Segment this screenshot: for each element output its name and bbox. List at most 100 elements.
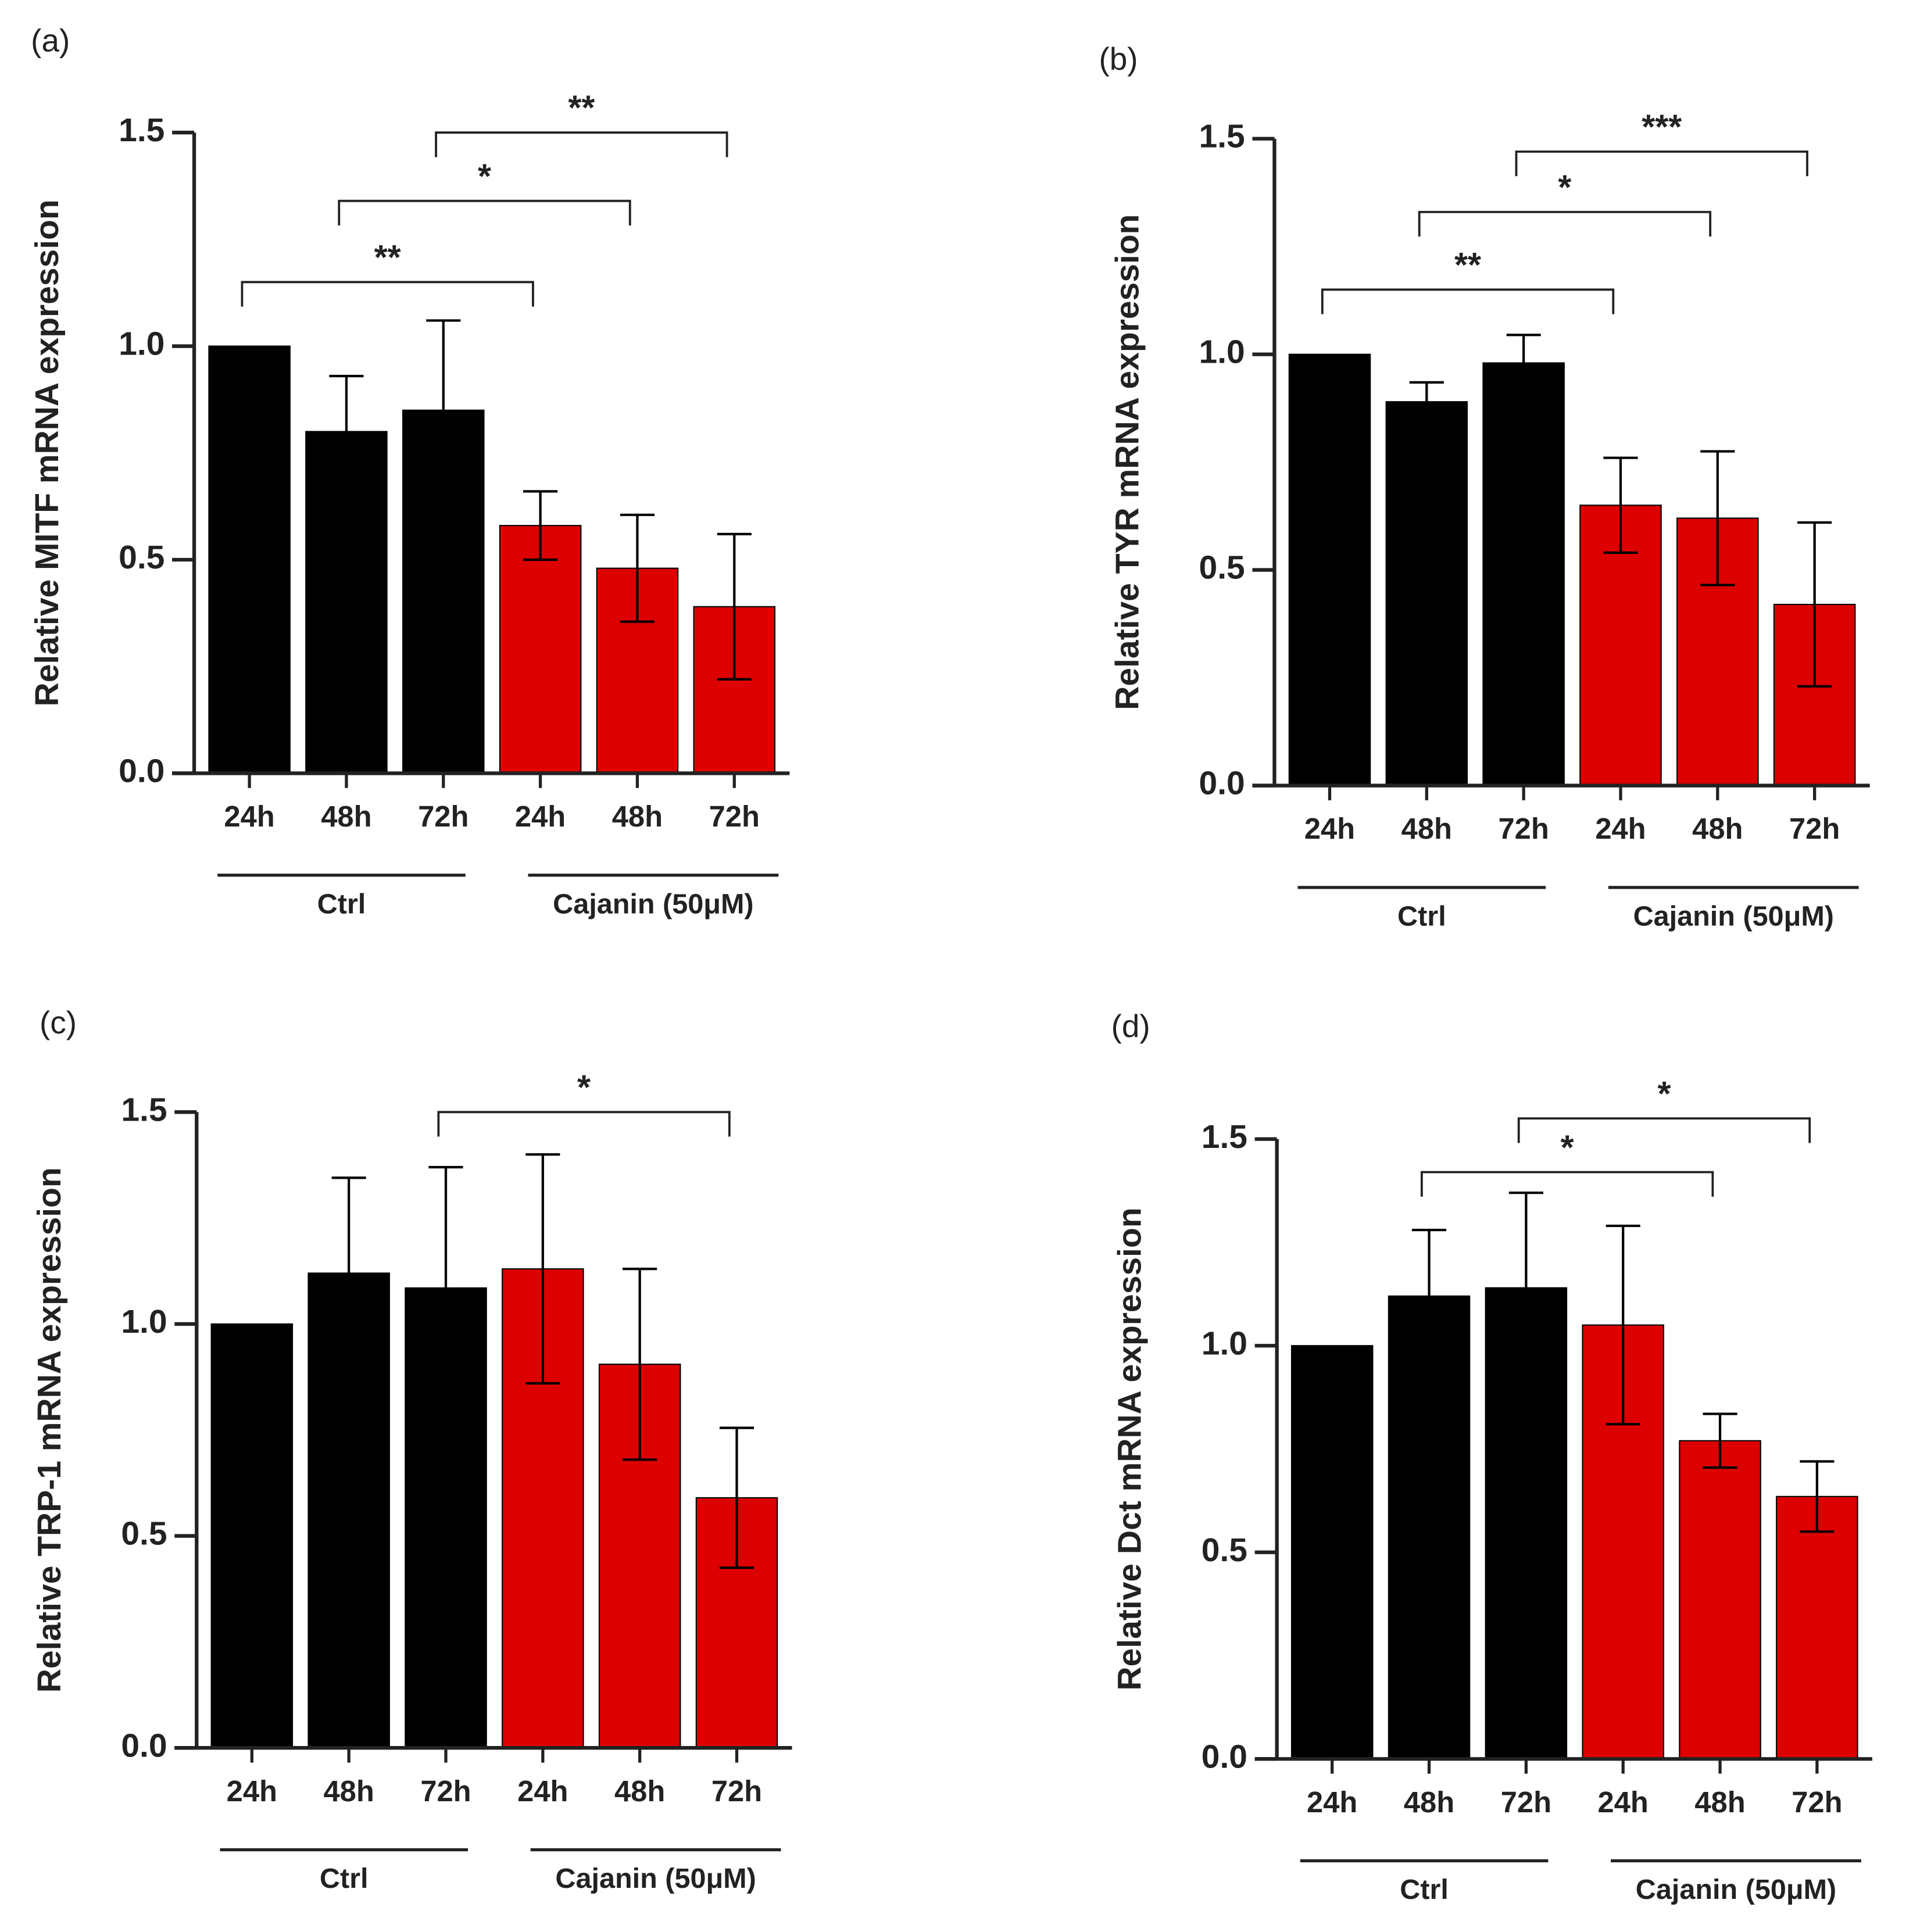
significance-label: ** (1454, 245, 1481, 284)
y-tick-label: 1.5 (121, 1091, 167, 1128)
x-tick-label: 48h (612, 800, 663, 833)
error-bar (1700, 450, 1735, 586)
x-tick-label: 48h (323, 1774, 374, 1808)
x-tick-label: 72h (709, 800, 760, 833)
y-tick-label: 1.0 (1199, 334, 1245, 371)
error-bar (1506, 334, 1541, 392)
error-bar (428, 1166, 463, 1410)
error-bar (329, 374, 364, 489)
error-bar (1409, 381, 1444, 423)
y-tick-label: 0.0 (121, 1727, 167, 1764)
x-tick-label: 48h (1404, 1786, 1454, 1819)
significance-label: * (478, 156, 491, 195)
x-tick-label: 48h (614, 1774, 665, 1808)
significance-label: * (1558, 167, 1571, 206)
x-tick-label: 24h (1598, 1786, 1649, 1819)
error-bar (623, 1268, 657, 1461)
bar (1482, 362, 1565, 786)
significance-bracket (1515, 150, 1808, 177)
group-label: Ctrl (317, 888, 366, 920)
x-tick-label: 48h (1692, 812, 1743, 845)
y-tick-label: 0.0 (1199, 765, 1245, 802)
y-tick-label: 1.0 (1202, 1325, 1247, 1362)
y-tick-label: 1.0 (119, 325, 165, 363)
bar (1776, 1495, 1858, 1760)
group-label: Ctrl (1397, 900, 1446, 932)
y-axis-label: Relative TRP-1 mRNA expression (31, 1167, 68, 1693)
x-tick-label: 24h (1595, 812, 1646, 845)
group-label: Cajanin (50μM) (555, 1863, 756, 1894)
significance-label: * (577, 1068, 591, 1107)
x-tick-label: 24h (1307, 1786, 1357, 1819)
x-tick-label: 72h (1501, 1786, 1551, 1819)
bar (210, 1323, 294, 1749)
y-axis-label: Relative Dct mRNA expression (1111, 1207, 1149, 1690)
x-tick-label: 72h (1792, 1786, 1842, 1819)
error-bar (1797, 521, 1832, 688)
x-tick-label: 72h (711, 1774, 762, 1808)
x-tick-label: 72h (418, 800, 469, 833)
y-tick-label: 0.5 (1199, 549, 1245, 586)
x-tick-label: 24h (227, 1774, 277, 1808)
error-bar (1603, 456, 1638, 554)
error-bar (523, 490, 558, 561)
bar (1288, 353, 1371, 786)
significance-bracket (241, 281, 534, 307)
error-bar (719, 1426, 755, 1569)
bar (1290, 1345, 1374, 1760)
panel-label: (c) (40, 1004, 77, 1040)
y-tick-label: 1.5 (1199, 118, 1245, 155)
significance-label: *** (1642, 108, 1682, 146)
group-label: Cajanin (50μM) (1636, 1874, 1836, 1905)
significance-bracket (1321, 288, 1615, 314)
y-tick-label: 0.5 (121, 1515, 167, 1552)
group-label: Cajanin (50μM) (553, 888, 753, 920)
significance-bracket (1517, 1117, 1811, 1143)
error-bar (331, 1176, 366, 1370)
bar (1385, 401, 1468, 786)
error-bar (1508, 1192, 1543, 1384)
error-bar (525, 1153, 560, 1385)
error-bar (1703, 1412, 1737, 1469)
y-tick-label: 0.5 (1202, 1532, 1247, 1569)
error-bar (620, 513, 655, 623)
error-bar (717, 532, 752, 681)
significance-label: ** (374, 238, 401, 277)
significance-label: ** (568, 88, 595, 127)
x-tick-label: 72h (420, 1774, 471, 1808)
x-tick-label: 48h (321, 800, 371, 833)
panel-label: (b) (1099, 41, 1138, 77)
panel-label: (a) (31, 22, 70, 58)
group-label: Ctrl (1400, 1874, 1449, 1905)
y-tick-label: 1.5 (1202, 1118, 1247, 1155)
y-tick-label: 1.5 (119, 112, 165, 149)
y-tick-label: 1.0 (121, 1303, 167, 1340)
y-tick-label: 0.0 (1202, 1738, 1247, 1775)
significance-bracket (437, 1111, 731, 1137)
x-tick-label: 48h (1401, 812, 1452, 845)
y-axis-label: Relative TYR mRNA expression (1109, 214, 1146, 710)
error-bar (1411, 1229, 1447, 1364)
bar (1679, 1440, 1761, 1760)
significance-bracket (338, 199, 631, 226)
x-tick-label: 24h (1304, 812, 1355, 845)
panel-label: (d) (1111, 1008, 1150, 1044)
bar (499, 525, 582, 774)
significance-bracket (1420, 1171, 1714, 1197)
x-tick-label: 24h (517, 1774, 568, 1808)
significance-bracket (1418, 210, 1712, 237)
error-bar (1606, 1224, 1640, 1426)
group-label: Ctrl (320, 1863, 369, 1894)
bar (208, 345, 291, 774)
error-bar (1800, 1460, 1835, 1533)
significance-bracket (435, 131, 728, 158)
x-tick-label: 48h (1694, 1786, 1745, 1819)
significance-label: * (1561, 1128, 1574, 1167)
significance-label: * (1657, 1074, 1671, 1113)
error-bar (426, 319, 461, 502)
y-axis-label: Relative MITF mRNA expression (28, 199, 66, 706)
x-tick-label: 72h (1789, 812, 1840, 845)
group-label: Cajanin (50μM) (1633, 900, 1834, 932)
x-tick-label: 24h (515, 800, 566, 833)
